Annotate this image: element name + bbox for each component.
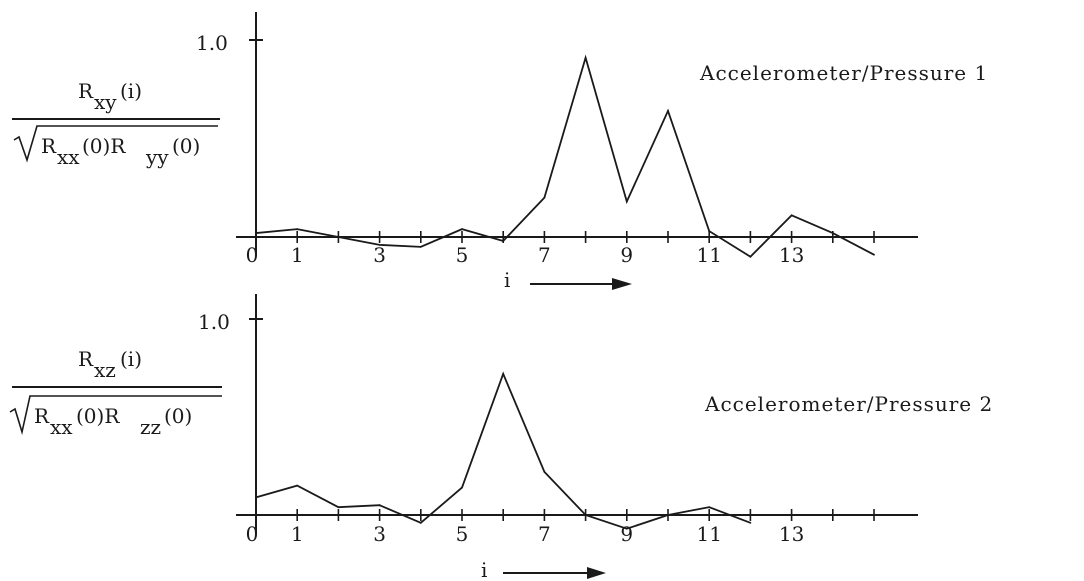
chart-1-ylabel: R xy (i) R xx (0)R yy (0)	[12, 79, 220, 169]
data-point	[296, 228, 299, 231]
data-point	[378, 504, 381, 507]
data-point	[296, 484, 299, 487]
chart-1-x-tick-labels: 0 1 3 5 7 9 11 13	[246, 243, 805, 267]
data-point	[790, 214, 793, 217]
x-tick-label: 13	[779, 522, 804, 546]
x-tick-label: 7	[538, 522, 551, 546]
data-point	[831, 232, 834, 234]
data-point	[502, 372, 505, 375]
x-tick-label: 11	[696, 522, 721, 546]
chart-1-series-line	[255, 54, 875, 258]
chart-1-ylabel-den-sub2: yy	[145, 145, 169, 169]
x-tick-label: 9	[620, 522, 633, 546]
data-point	[584, 514, 587, 516]
chart-1-arrow-head	[612, 278, 632, 290]
chart-2-sqrt-sign	[9, 395, 222, 436]
chart-1-title: Accelerometer/Pressure 1	[699, 61, 988, 85]
x-tick-label: 1	[291, 522, 304, 546]
chart-2-ylabel-den-mid: (0)R	[76, 404, 120, 428]
chart-2-xlabel: i	[481, 558, 487, 581]
chart-1-ylabel-num-r: R	[78, 79, 94, 103]
data-point	[667, 110, 669, 112]
data-point	[461, 228, 463, 231]
data-point	[419, 521, 422, 524]
data-point	[625, 527, 628, 530]
x-tick-label: 5	[456, 243, 469, 267]
chart-2-ylabel-num-r: R	[78, 347, 94, 371]
chart-2-ylabel-num-sub: xz	[94, 358, 116, 382]
chart-2-ylabel-den-r: R	[34, 404, 50, 428]
chart-2-x-tick-labels: 0 1 3 5 7 9 11 13	[246, 522, 805, 546]
series-polyline	[255, 371, 751, 530]
x-tick-label: 9	[620, 243, 633, 267]
x-tick-label: 3	[373, 522, 386, 546]
x-tick-label: 1	[291, 243, 304, 267]
data-point	[543, 470, 546, 473]
chart-1-ylabel-den-mid: (0)R	[82, 134, 126, 158]
chart-2-y-tick-label: 1.0	[198, 310, 230, 334]
chart-1-axes	[236, 12, 918, 255]
data-point	[255, 232, 257, 234]
data-point	[708, 506, 711, 509]
chart-2-ylabel-den-tail: (0)	[164, 404, 192, 428]
chart-2-title: Accelerometer/Pressure 2	[704, 392, 993, 416]
chart-1: R xy (i) R xx (0)R yy (0) Accelerometer/…	[12, 12, 988, 292]
data-point	[584, 56, 587, 59]
chart-2-ylabel-num-arg: (i)	[120, 347, 142, 371]
data-point	[708, 230, 711, 232]
chart-2: R xz (i) R xx (0)R zz (0) Accelerometer/…	[9, 294, 993, 581]
x-tick-label: 3	[373, 243, 386, 267]
data-point	[502, 240, 505, 242]
chart-1-ylabel-den-sub1: xx	[57, 145, 80, 169]
chart-1-ylabel-den-r: R	[41, 134, 57, 158]
data-point	[419, 245, 422, 248]
x-tick-label: 5	[456, 522, 469, 546]
data-point	[625, 200, 628, 203]
chart-2-ylabel-den-sub1: xx	[50, 415, 73, 439]
series-polyline	[255, 54, 875, 258]
chart-1-ylabel-den-tail: (0)	[172, 134, 200, 158]
x-tick-label: 13	[779, 243, 804, 267]
chart-2-series-line	[255, 371, 752, 530]
chart-2-arrow-head	[587, 567, 606, 579]
data-point	[255, 496, 257, 499]
data-point	[667, 514, 669, 516]
x-tick-label: 11	[696, 243, 721, 267]
chart-1-xlabel-group: i	[504, 268, 632, 292]
chart-2-axes	[236, 294, 918, 533]
data-point	[749, 521, 752, 524]
data-point	[543, 196, 546, 199]
data-point	[749, 255, 752, 258]
data-point	[461, 486, 463, 489]
data-point	[337, 506, 340, 509]
chart-1-y-tick-label: 1.0	[196, 31, 228, 55]
data-point	[378, 243, 381, 246]
data-point	[873, 253, 875, 256]
chart-2-ylabel-den-sub2: zz	[140, 415, 161, 439]
chart-1-sqrt-sign	[13, 125, 218, 163]
chart-1-xlabel: i	[504, 268, 510, 292]
chart-1-ylabel-num-arg: (i)	[120, 79, 142, 103]
chart-2-ylabel: R xz (i) R xx (0)R zz (0)	[9, 347, 222, 439]
chart-2-xlabel-group: i	[481, 558, 606, 581]
chart-1-ylabel-num-sub: xy	[94, 90, 117, 114]
data-point	[337, 236, 340, 238]
x-tick-label: 7	[538, 243, 551, 267]
